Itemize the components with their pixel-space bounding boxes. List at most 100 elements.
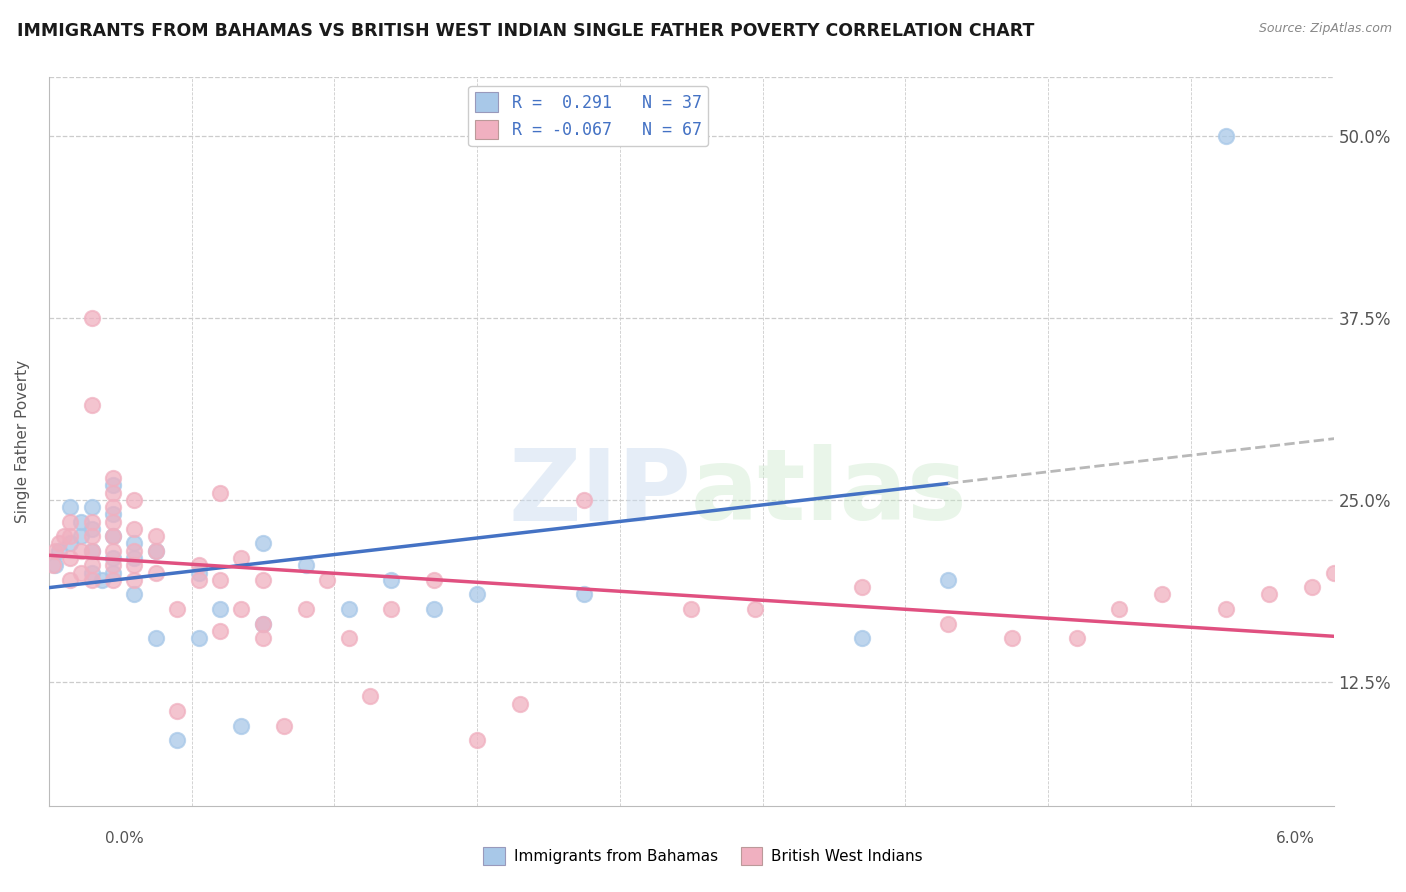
Point: [209, 602, 232, 616]
Point: [80, 529, 103, 543]
Point: [744, 602, 766, 616]
Point: [187, 573, 209, 587]
Point: [101, 543, 124, 558]
Text: atlas: atlas: [692, 444, 967, 541]
Point: [294, 558, 316, 573]
Point: [70, 515, 93, 529]
Point: [80, 522, 103, 536]
Point: [1215, 128, 1237, 143]
Point: [101, 500, 124, 514]
Y-axis label: Single Father Poverty: Single Father Poverty: [15, 360, 30, 523]
Point: [124, 522, 146, 536]
Point: [59, 529, 82, 543]
Point: [80, 398, 103, 412]
Text: 0.0%: 0.0%: [105, 831, 145, 846]
Legend: Immigrants from Bahamas, British West Indians: Immigrants from Bahamas, British West In…: [477, 841, 929, 871]
Point: [124, 558, 146, 573]
Point: [42, 558, 65, 573]
Point: [52, 529, 75, 543]
Point: [44, 543, 66, 558]
Point: [252, 573, 274, 587]
Point: [231, 718, 253, 732]
Point: [80, 573, 103, 587]
Point: [1301, 580, 1323, 594]
Point: [124, 551, 146, 566]
Point: [101, 529, 124, 543]
Point: [124, 536, 146, 550]
Point: [101, 573, 124, 587]
Point: [124, 543, 146, 558]
Point: [509, 697, 531, 711]
Point: [44, 558, 66, 573]
Point: [124, 587, 146, 601]
Point: [380, 602, 402, 616]
Text: ZIP: ZIP: [508, 444, 692, 541]
Point: [59, 536, 82, 550]
Point: [294, 602, 316, 616]
Point: [1215, 602, 1237, 616]
Point: [209, 624, 232, 638]
Point: [80, 500, 103, 514]
Point: [70, 529, 93, 543]
Point: [851, 580, 873, 594]
Point: [273, 718, 295, 732]
Point: [851, 631, 873, 645]
Point: [209, 485, 232, 500]
Point: [1001, 631, 1024, 645]
Point: [187, 558, 209, 573]
Point: [101, 478, 124, 492]
Point: [80, 310, 103, 325]
Point: [187, 566, 209, 580]
Point: [1322, 566, 1344, 580]
Point: [209, 573, 232, 587]
Point: [187, 631, 209, 645]
Point: [80, 566, 103, 580]
Point: [465, 587, 488, 601]
Point: [380, 573, 402, 587]
Point: [80, 543, 103, 558]
Point: [231, 602, 253, 616]
Point: [80, 543, 103, 558]
Point: [359, 690, 381, 704]
Point: [145, 543, 167, 558]
Point: [316, 573, 339, 587]
Point: [101, 566, 124, 580]
Point: [166, 602, 188, 616]
Point: [1152, 587, 1174, 601]
Point: [1108, 602, 1130, 616]
Point: [101, 529, 124, 543]
Point: [145, 529, 167, 543]
Point: [70, 543, 93, 558]
Point: [465, 733, 488, 747]
Text: Source: ZipAtlas.com: Source: ZipAtlas.com: [1258, 22, 1392, 36]
Point: [101, 558, 124, 573]
Point: [70, 566, 93, 580]
Text: 6.0%: 6.0%: [1275, 831, 1315, 846]
Point: [101, 508, 124, 522]
Text: IMMIGRANTS FROM BAHAMAS VS BRITISH WEST INDIAN SINGLE FATHER POVERTY CORRELATION: IMMIGRANTS FROM BAHAMAS VS BRITISH WEST …: [17, 22, 1035, 40]
Point: [91, 573, 114, 587]
Point: [59, 551, 82, 566]
Point: [101, 515, 124, 529]
Point: [423, 602, 446, 616]
Point: [48, 536, 70, 550]
Legend: R =  0.291   N = 37, R = -0.067   N = 67: R = 0.291 N = 37, R = -0.067 N = 67: [468, 86, 709, 146]
Point: [252, 631, 274, 645]
Point: [1258, 587, 1281, 601]
Point: [231, 551, 253, 566]
Point: [337, 602, 360, 616]
Point: [59, 573, 82, 587]
Point: [145, 566, 167, 580]
Point: [124, 492, 146, 507]
Point: [166, 733, 188, 747]
Point: [252, 536, 274, 550]
Point: [59, 515, 82, 529]
Point: [936, 573, 959, 587]
Point: [124, 573, 146, 587]
Point: [101, 551, 124, 566]
Point: [252, 616, 274, 631]
Point: [1066, 631, 1088, 645]
Point: [166, 704, 188, 718]
Point: [936, 616, 959, 631]
Point: [48, 543, 70, 558]
